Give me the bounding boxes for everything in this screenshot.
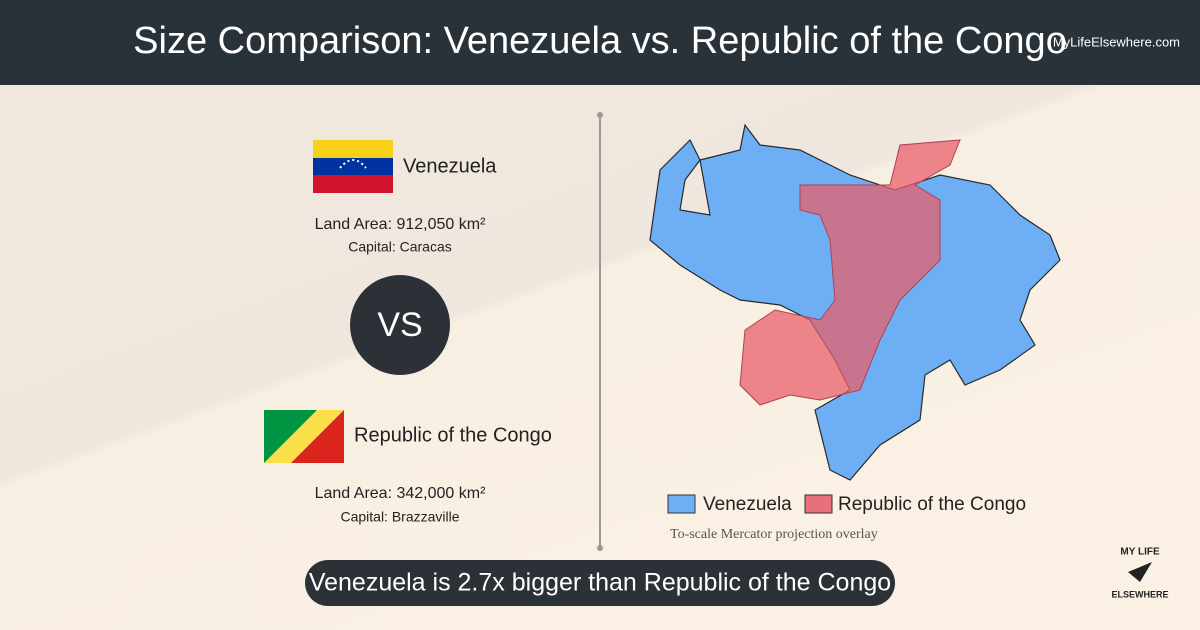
map-note: To-scale Mercator projection overlay bbox=[670, 527, 878, 542]
vs-label: VS bbox=[377, 306, 422, 344]
legend-label: Republic of the Congo bbox=[838, 494, 1026, 515]
venezuela-flag bbox=[313, 140, 393, 193]
country-name: Republic of the Congo bbox=[354, 424, 552, 446]
congo-flag bbox=[264, 410, 344, 463]
country-name: Venezuela bbox=[403, 155, 497, 177]
vs-circle bbox=[350, 275, 450, 375]
capital: Capital: Caracas bbox=[348, 239, 452, 255]
land-area: Land Area: 912,050 km² bbox=[315, 216, 486, 233]
logo-top: MY LIFE bbox=[1120, 547, 1160, 558]
legend-swatch bbox=[667, 494, 696, 514]
legend-label: Venezuela bbox=[703, 494, 792, 515]
legend-swatch bbox=[804, 494, 833, 514]
capital: Capital: Brazzaville bbox=[340, 509, 459, 525]
divider-end bbox=[597, 545, 603, 551]
header-bar bbox=[0, 0, 1200, 85]
land-area: Land Area: 342,000 km² bbox=[315, 485, 486, 502]
site-name: MyLifeElsewhere.com bbox=[1053, 34, 1180, 49]
logo-bottom: ELSEWHERE bbox=[1111, 589, 1168, 599]
logo-icon bbox=[1128, 562, 1152, 582]
title: Size Comparison: Venezuela vs. Republic … bbox=[133, 20, 1067, 62]
congo-shape bbox=[739, 139, 961, 406]
summary: Venezuela is 2.7x bigger than Republic o… bbox=[309, 569, 891, 597]
divider-end bbox=[597, 112, 603, 118]
summary-pill bbox=[305, 560, 895, 606]
